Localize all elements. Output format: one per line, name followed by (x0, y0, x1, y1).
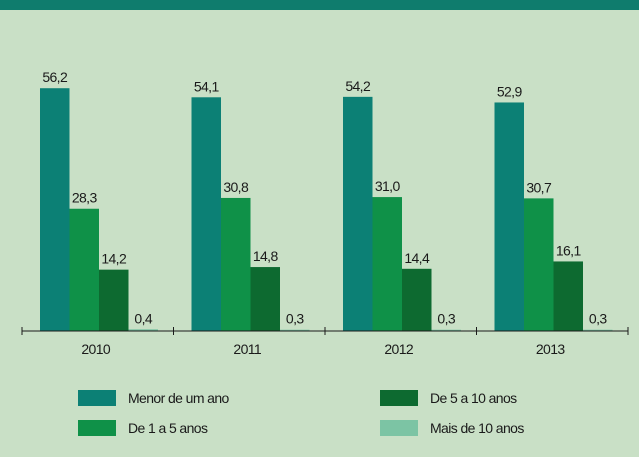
bar (524, 198, 554, 331)
legend-swatch (380, 420, 418, 436)
data-label: 54,2 (345, 78, 371, 94)
data-label: 16,1 (556, 242, 582, 258)
bar (250, 267, 280, 331)
bar (343, 96, 373, 331)
bar (431, 329, 461, 331)
legend-swatch (78, 420, 116, 436)
bar (40, 88, 70, 331)
top-band (0, 0, 639, 10)
bar (494, 102, 524, 331)
bar (372, 197, 402, 331)
bar (402, 268, 432, 331)
data-label: 28,3 (72, 190, 98, 206)
legend-label: Menor de um ano (128, 390, 230, 406)
data-label: 14,4 (404, 250, 430, 266)
x-tick-label: 2011 (233, 341, 262, 357)
bar (99, 269, 129, 331)
legend-label: De 5 a 10 anos (430, 390, 517, 406)
x-tick-label: 2012 (384, 341, 414, 357)
data-label: 54,1 (194, 78, 220, 94)
bar (280, 329, 310, 331)
x-tick-label: 2013 (536, 341, 566, 357)
data-label: 0,3 (589, 311, 607, 327)
data-label: 14,8 (253, 248, 279, 264)
bar (221, 197, 251, 331)
data-label: 14,2 (101, 251, 127, 267)
data-label: 0,3 (437, 311, 455, 327)
data-label: 31,0 (375, 178, 401, 194)
data-label: 30,7 (526, 179, 552, 195)
data-label: 52,9 (497, 83, 523, 99)
bar (191, 97, 221, 332)
data-label: 56,2 (42, 69, 68, 85)
legend-swatch (78, 390, 116, 406)
bar (553, 261, 583, 331)
bar (128, 329, 158, 331)
legend-swatch (380, 390, 418, 406)
legend-label: De 1 a 5 anos (128, 420, 208, 436)
data-label: 0,4 (134, 310, 152, 326)
data-label: 30,8 (223, 179, 249, 195)
data-label: 0,3 (286, 311, 304, 327)
legend-label: Mais de 10 anos (430, 420, 524, 436)
x-tick-label: 2010 (81, 341, 111, 357)
bar (69, 208, 99, 331)
bar (583, 329, 613, 331)
